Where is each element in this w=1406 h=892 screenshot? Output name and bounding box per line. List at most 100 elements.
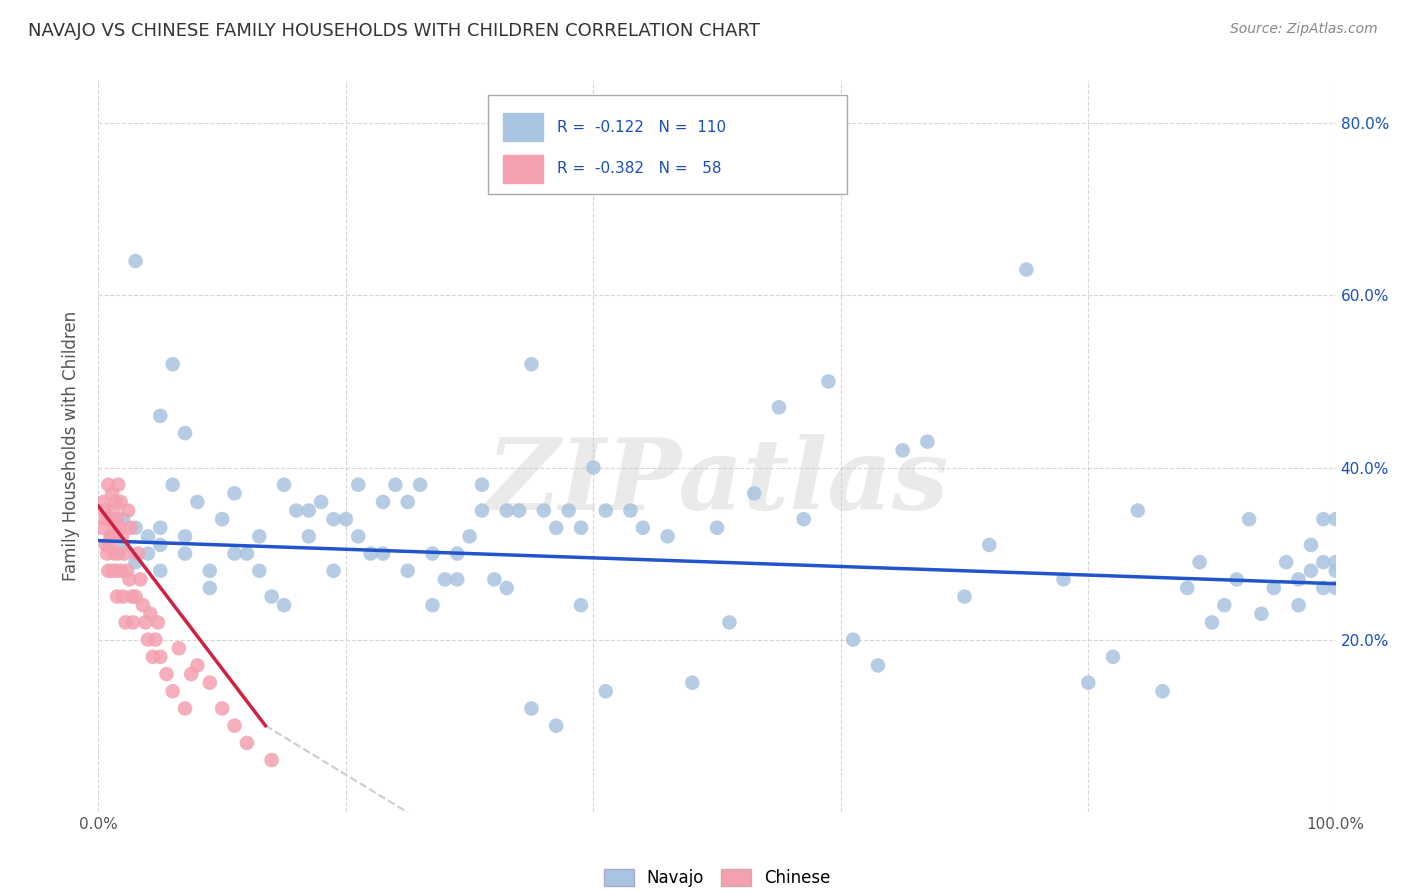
Text: R =  -0.382   N =   58: R = -0.382 N = 58: [557, 161, 721, 177]
Point: [569, 521, 592, 535]
Point: [557, 503, 579, 517]
Point: [111, 529, 134, 543]
Point: [186, 495, 208, 509]
Point: [162, 477, 184, 491]
Point: [718, 615, 741, 630]
Y-axis label: Family Households with Children: Family Households with Children: [62, 311, 80, 581]
Point: [891, 443, 914, 458]
Point: [1015, 262, 1038, 277]
Point: [371, 547, 394, 561]
Point: [224, 719, 246, 733]
Point: [322, 564, 344, 578]
Point: [93, 495, 115, 509]
Point: [93, 503, 115, 517]
Point: [198, 675, 221, 690]
Point: [115, 564, 138, 578]
Text: NAVAJO VS CHINESE FAMILY HOUSEHOLDS WITH CHILDREN CORRELATION CHART: NAVAJO VS CHINESE FAMILY HOUSEHOLDS WITH…: [28, 22, 761, 40]
Point: [347, 477, 370, 491]
Point: [100, 512, 122, 526]
Point: [1052, 573, 1074, 587]
Point: [155, 667, 177, 681]
Point: [124, 590, 146, 604]
FancyBboxPatch shape: [488, 95, 846, 194]
Point: [360, 547, 382, 561]
Point: [917, 434, 939, 449]
Point: [162, 684, 184, 698]
Point: [1312, 581, 1334, 595]
Point: [198, 581, 221, 595]
Point: [121, 590, 143, 604]
Point: [224, 547, 246, 561]
Point: [520, 701, 543, 715]
Point: [866, 658, 889, 673]
Point: [146, 615, 169, 630]
Point: [98, 538, 121, 552]
Point: [236, 736, 259, 750]
Point: [842, 632, 865, 647]
Point: [211, 512, 233, 526]
Point: [309, 495, 332, 509]
Point: [100, 529, 122, 543]
Point: [107, 477, 129, 491]
Point: [1288, 573, 1310, 587]
Point: [105, 590, 128, 604]
Point: [124, 254, 146, 268]
Point: [298, 503, 321, 517]
Point: [298, 529, 321, 543]
Point: [446, 547, 468, 561]
Point: [101, 564, 124, 578]
Point: [1188, 555, 1211, 569]
Point: [681, 675, 703, 690]
Point: [1077, 675, 1099, 690]
Point: [103, 521, 125, 535]
Point: [409, 477, 432, 491]
Point: [101, 486, 124, 500]
Point: [371, 495, 394, 509]
Point: [112, 547, 135, 561]
Point: [129, 573, 152, 587]
Text: Source: ZipAtlas.com: Source: ZipAtlas.com: [1230, 22, 1378, 37]
Point: [384, 477, 406, 491]
Point: [117, 503, 139, 517]
Point: [127, 547, 149, 561]
Point: [236, 547, 259, 561]
Point: [1312, 512, 1334, 526]
Point: [1324, 512, 1347, 526]
Point: [120, 521, 142, 535]
Point: [422, 598, 444, 612]
Point: [569, 598, 592, 612]
Point: [471, 503, 494, 517]
Point: [495, 581, 517, 595]
Point: [260, 590, 283, 604]
Point: [1324, 555, 1347, 569]
Point: [143, 632, 166, 647]
Point: [471, 477, 494, 491]
Point: [134, 615, 156, 630]
Point: [1263, 581, 1285, 595]
Point: [104, 564, 127, 578]
Point: [322, 512, 344, 526]
Point: [114, 615, 136, 630]
Point: [979, 538, 1001, 552]
Point: [107, 547, 129, 561]
Text: ZIPatlas: ZIPatlas: [486, 434, 948, 531]
Point: [273, 598, 295, 612]
Point: [108, 521, 131, 535]
Point: [104, 495, 127, 509]
Point: [149, 538, 172, 552]
Point: [458, 529, 481, 543]
Point: [94, 538, 117, 552]
Point: [211, 701, 233, 715]
Point: [1275, 555, 1298, 569]
Point: [174, 701, 197, 715]
Point: [508, 503, 530, 517]
Point: [139, 607, 162, 621]
Point: [706, 521, 728, 535]
Point: [546, 719, 568, 733]
Point: [110, 495, 132, 509]
Point: [174, 547, 197, 561]
Point: [105, 512, 128, 526]
Point: [1237, 512, 1260, 526]
Point: [1299, 538, 1322, 552]
Point: [1226, 573, 1249, 587]
